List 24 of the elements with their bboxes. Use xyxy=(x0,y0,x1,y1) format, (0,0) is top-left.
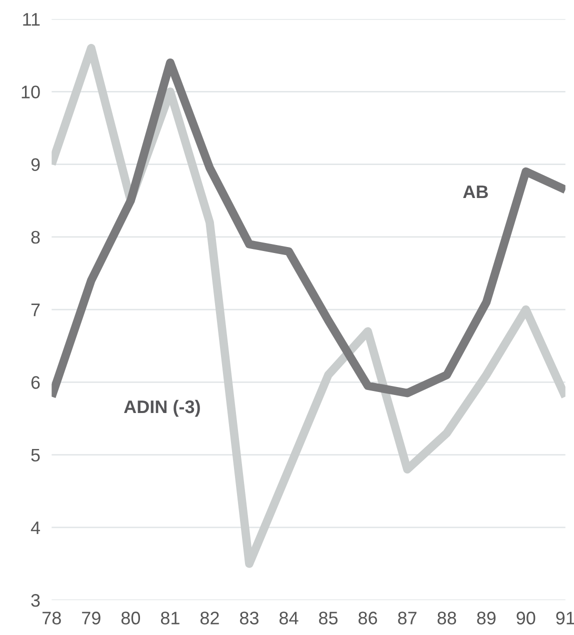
x-tick-label: 80 xyxy=(121,612,140,624)
series-label: AB xyxy=(463,186,488,198)
x-tick-label: 86 xyxy=(358,612,378,624)
x-tick-label: 84 xyxy=(280,612,298,624)
x-tick-label: 78 xyxy=(42,612,61,624)
x-tick-label: 81 xyxy=(160,612,180,624)
x-tick-label: 82 xyxy=(200,612,219,624)
y-tick-label: 9 xyxy=(31,158,40,172)
x-tick-label: 79 xyxy=(82,612,100,624)
y-tick-label: 11 xyxy=(23,13,40,26)
series-label: ADIN (-3) xyxy=(124,400,200,417)
y-tick-label: 6 xyxy=(31,376,40,389)
y-tick-label: 3 xyxy=(31,594,40,607)
y-tick-label: 7 xyxy=(31,304,40,316)
x-tick-label: 90 xyxy=(516,612,536,624)
x-tick-label: 85 xyxy=(319,612,338,624)
x-tick-label: 88 xyxy=(438,612,456,624)
y-tick-label: 10 xyxy=(22,86,40,98)
x-tick-label: 89 xyxy=(477,612,496,624)
y-tick-label: 4 xyxy=(30,522,40,534)
y-tick-label: 8 xyxy=(31,230,40,244)
y-tick-label: 5 xyxy=(31,448,40,462)
x-tick-label: 87 xyxy=(398,612,416,624)
x-tick-label: 83 xyxy=(240,612,258,624)
